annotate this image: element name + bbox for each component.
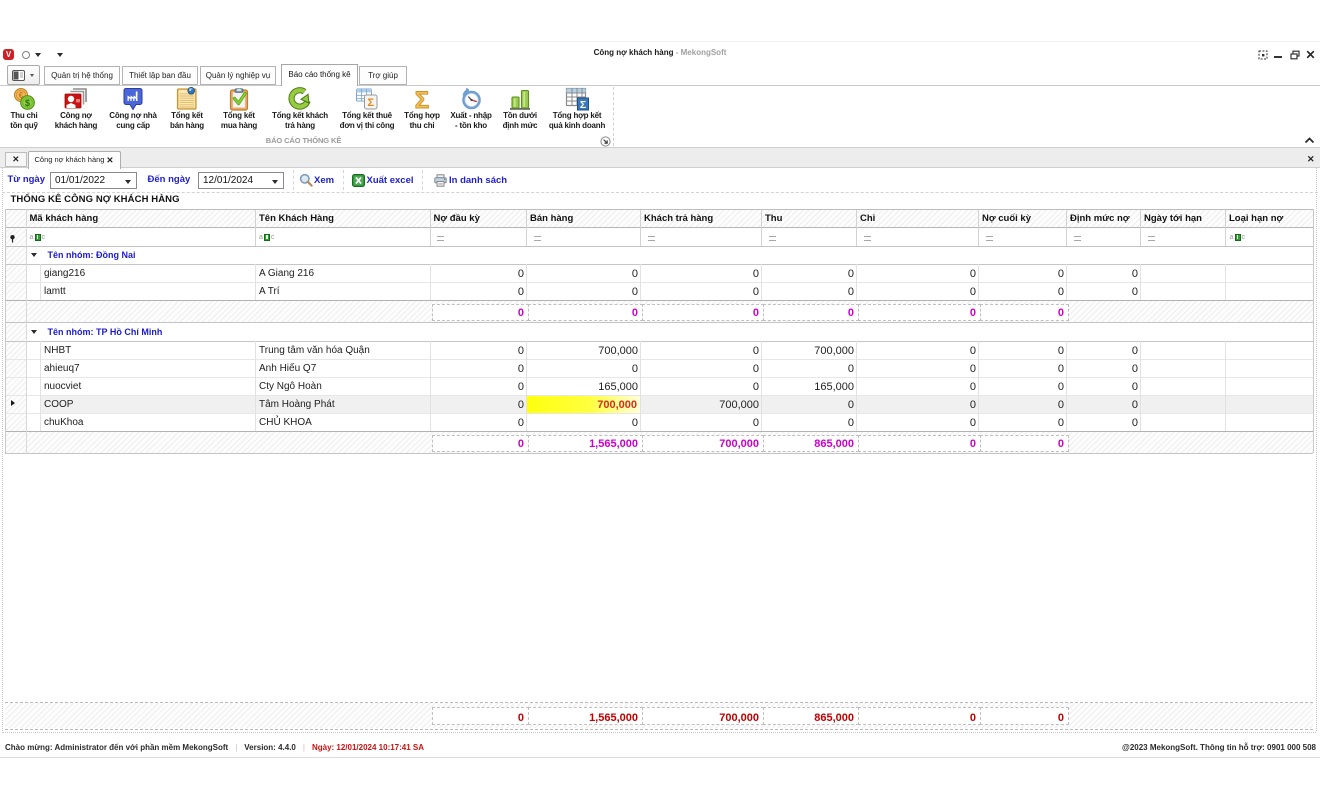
svg-text:Σ: Σ	[367, 97, 374, 109]
svg-text:Σ: Σ	[415, 87, 429, 111]
svg-text:$: $	[25, 98, 30, 108]
svg-text:Σ: Σ	[580, 99, 586, 111]
svg-text:€: €	[19, 91, 24, 100]
